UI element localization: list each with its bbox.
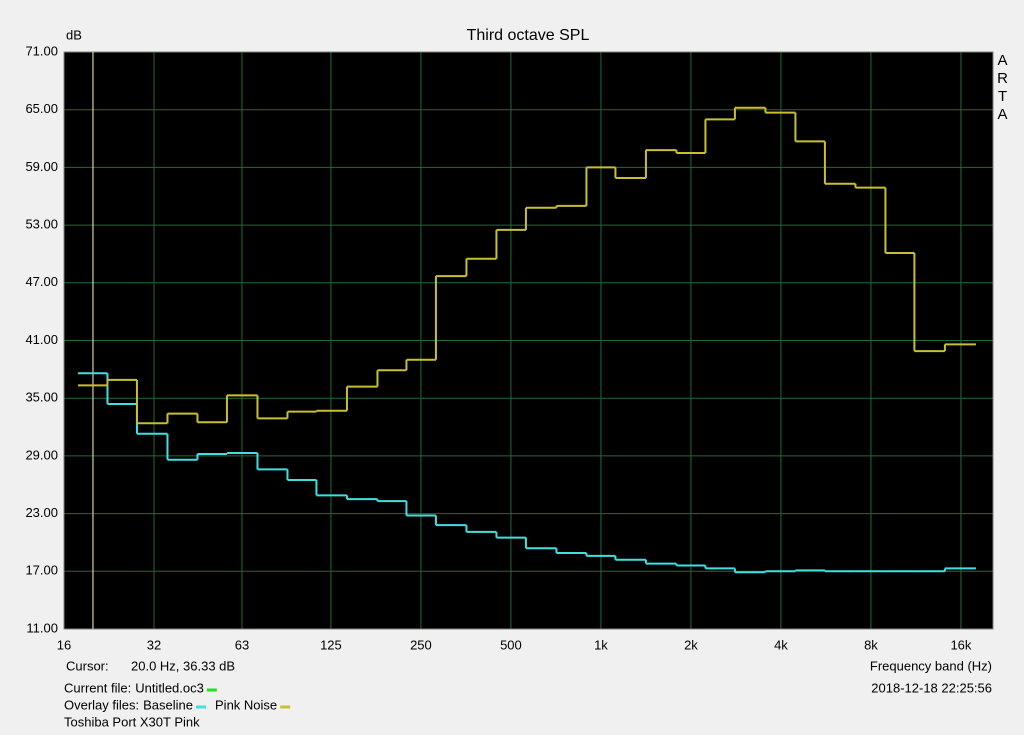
y-tick-label: 17.00: [25, 563, 58, 578]
x-tick-label: 8k: [864, 637, 878, 652]
y-tick-label: 53.00: [25, 217, 58, 232]
x-tick-label: 125: [320, 637, 342, 652]
timestamp: 2018-12-18 22:25:56: [871, 680, 992, 695]
x-tick-label: 16k: [950, 637, 971, 652]
x-tick-label: 32: [147, 637, 161, 652]
y-tick-label: 35.00: [25, 390, 58, 405]
y-tick-label: 47.00: [25, 274, 58, 289]
y-tick-label: 11.00: [26, 620, 58, 635]
x-tick-label: 4k: [774, 637, 788, 652]
y-axis-label: dB: [66, 27, 82, 42]
cursor-label: Cursor:: [66, 658, 109, 673]
y-tick-label: 23.00: [25, 505, 58, 520]
current-file-name: Untitled.oc3: [135, 680, 204, 695]
y-tick-label: 41.00: [25, 332, 58, 347]
plot-border: [63, 51, 994, 630]
x-tick-label: 250: [410, 637, 432, 652]
y-tick-label: 65.00: [25, 101, 58, 116]
overlay-label: Overlay files:: [64, 697, 139, 712]
cursor-readout: 20.0 Hz, 36.33 dB: [131, 658, 235, 673]
current-file-label: Current file:: [64, 680, 131, 695]
x-tick-label: 16: [57, 637, 71, 652]
x-tick-label: 500: [500, 637, 522, 652]
watermark: ARTA: [994, 52, 1011, 124]
x-tick-label: 1k: [594, 637, 608, 652]
legend-entry: Pink Noise: [215, 697, 277, 712]
legend-entry: Baseline: [143, 697, 193, 712]
x-axis-label: Frequency band (Hz): [870, 658, 992, 673]
note: Toshiba Port X30T Pink: [64, 714, 200, 729]
y-tick-label: 29.00: [25, 447, 58, 462]
x-tick-label: 2k: [684, 637, 698, 652]
y-tick-label: 59.00: [25, 159, 58, 174]
x-tick-label: 63: [235, 637, 249, 652]
y-tick-label: 71.00: [25, 43, 58, 58]
chart-title: Third octave SPL: [467, 27, 590, 44]
